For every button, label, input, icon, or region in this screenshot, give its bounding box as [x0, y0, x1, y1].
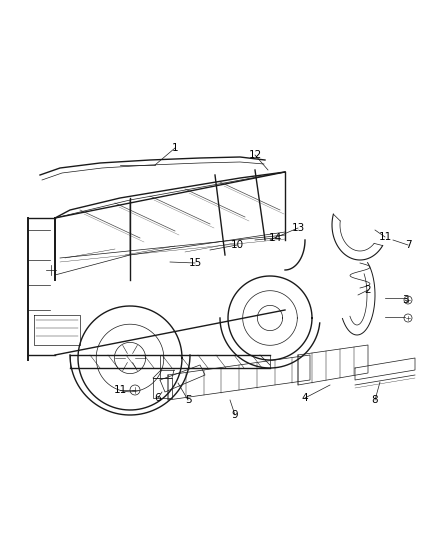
- Text: 8: 8: [372, 395, 378, 405]
- Text: 5: 5: [185, 395, 191, 405]
- Text: 11: 11: [113, 385, 127, 395]
- Text: 4: 4: [302, 393, 308, 403]
- Text: 14: 14: [268, 233, 282, 243]
- Text: 3: 3: [402, 295, 408, 305]
- Text: 7: 7: [405, 240, 411, 250]
- Text: 10: 10: [230, 240, 244, 250]
- Text: 6: 6: [155, 393, 161, 403]
- Text: 13: 13: [291, 223, 304, 233]
- Text: 9: 9: [232, 410, 238, 420]
- Text: 2: 2: [365, 285, 371, 295]
- Text: 11: 11: [378, 232, 392, 242]
- Text: 1: 1: [172, 143, 178, 153]
- Text: 12: 12: [248, 150, 261, 160]
- Text: 15: 15: [188, 258, 201, 268]
